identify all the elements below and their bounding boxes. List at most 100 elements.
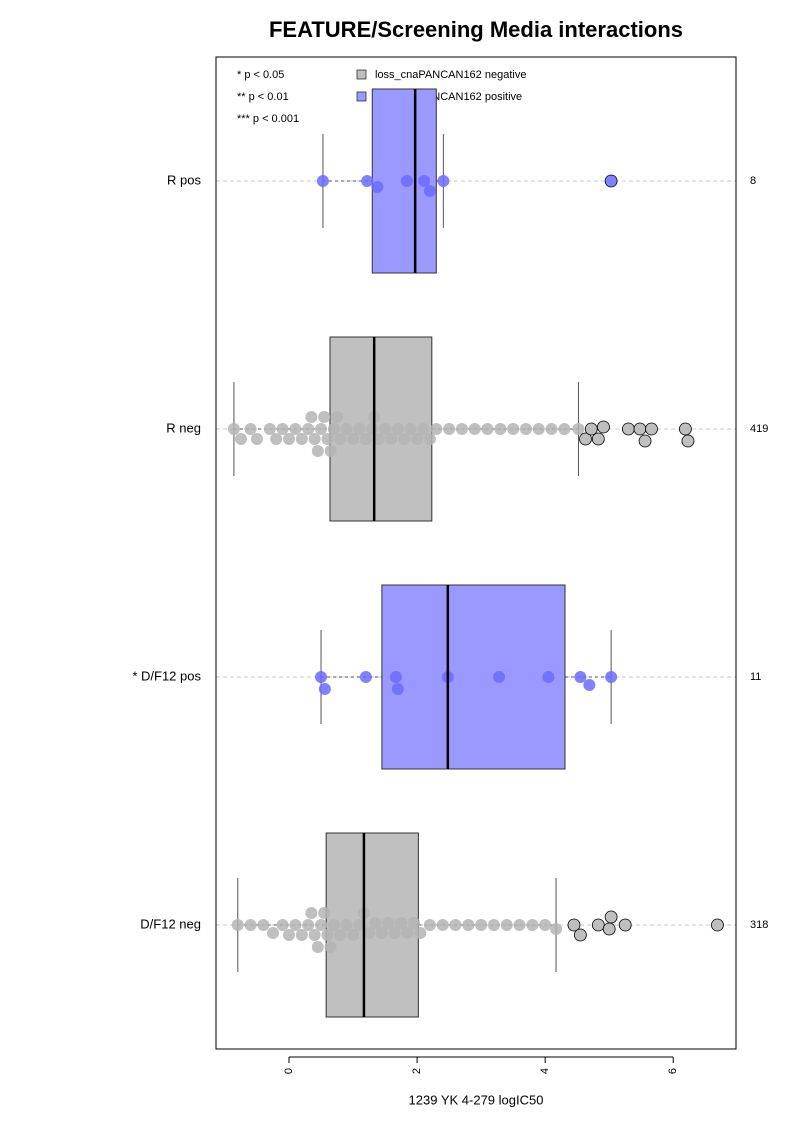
data-point	[395, 917, 408, 929]
data-point	[487, 919, 500, 931]
data-point	[369, 917, 382, 929]
data-point	[423, 919, 436, 931]
data-point	[257, 919, 270, 931]
x-axis-label: 1239 YK 4-279 logIC50	[409, 1092, 544, 1107]
data-point	[443, 423, 456, 435]
outlier-point	[618, 918, 632, 932]
data-point	[318, 683, 331, 695]
data-point	[545, 423, 558, 435]
data-point	[382, 917, 395, 929]
plot-frame	[215, 56, 737, 1050]
data-point	[401, 927, 414, 939]
data-point	[311, 445, 324, 457]
data-point	[361, 175, 374, 187]
data-point	[359, 433, 372, 445]
outlier-point	[645, 422, 658, 436]
data-point	[418, 175, 431, 187]
outlier-point	[602, 922, 616, 936]
data-point	[334, 929, 347, 941]
data-point	[295, 929, 308, 941]
data-point	[315, 919, 328, 931]
data-point	[417, 423, 430, 435]
data-point	[481, 423, 494, 435]
group-label: * D/F12 pos	[132, 668, 201, 683]
data-point	[379, 423, 392, 435]
outlier-point	[584, 422, 598, 436]
data-point	[340, 423, 353, 435]
outlier-point	[591, 918, 605, 932]
data-point	[462, 919, 475, 931]
data-point	[366, 423, 379, 435]
data-point	[276, 919, 289, 931]
legend-swatch	[356, 69, 367, 80]
data-point	[302, 919, 315, 931]
data-point	[305, 907, 318, 919]
data-point	[234, 433, 247, 445]
legend-swatch	[356, 91, 367, 102]
p-value-note: ** p < 0.01	[237, 91, 289, 103]
data-point	[494, 423, 507, 435]
data-point	[244, 919, 257, 931]
data-point	[500, 919, 513, 931]
data-point	[305, 411, 318, 423]
outlier-point	[604, 174, 618, 188]
data-point	[316, 175, 329, 187]
data-point	[475, 919, 488, 931]
outlier-point	[591, 432, 605, 446]
data-point	[574, 671, 587, 683]
data-point	[263, 423, 276, 435]
data-point	[449, 919, 462, 931]
data-point	[359, 671, 372, 683]
chart-title: FEATURE/Screening Media interactions	[269, 17, 683, 42]
x-tick-label: 0	[283, 1068, 295, 1074]
group-label: D/F12 neg	[140, 916, 201, 931]
data-point	[302, 423, 315, 435]
data-point	[572, 423, 585, 435]
data-point	[289, 423, 302, 435]
data-point	[363, 927, 376, 939]
data-point	[468, 423, 481, 435]
data-point	[385, 433, 398, 445]
data-point	[455, 423, 468, 435]
outlier-point	[681, 434, 695, 448]
data-point	[423, 433, 436, 445]
outlier-point	[622, 422, 635, 436]
data-point	[353, 919, 366, 931]
outlier-point	[573, 928, 587, 942]
data-point	[389, 671, 402, 683]
data-point	[542, 671, 555, 683]
data-point	[407, 917, 420, 929]
outlier-point	[633, 422, 647, 436]
data-point	[347, 433, 360, 445]
box	[381, 584, 566, 770]
data-point	[375, 927, 388, 939]
group-count: 419	[750, 423, 768, 435]
legend-label: loss_cnaPANCAN162 negative	[375, 69, 526, 81]
data-point	[318, 907, 331, 919]
data-point	[340, 919, 353, 931]
data-point	[430, 423, 443, 435]
data-point	[311, 941, 324, 953]
outlier-point	[679, 422, 692, 436]
data-point	[331, 411, 344, 423]
outlier-point	[638, 434, 652, 448]
data-point	[411, 433, 424, 445]
data-point	[583, 679, 596, 691]
data-point	[289, 919, 302, 931]
data-point	[334, 433, 347, 445]
outlier-point	[711, 918, 724, 932]
data-point	[227, 423, 240, 435]
data-point	[558, 423, 571, 435]
p-value-note: *** p < 0.001	[237, 113, 299, 125]
data-point	[308, 433, 321, 445]
data-point	[388, 927, 401, 939]
data-point	[324, 941, 337, 953]
data-point	[244, 423, 257, 435]
data-point	[266, 927, 279, 939]
data-point	[423, 185, 436, 197]
data-point	[250, 433, 263, 445]
data-point	[404, 423, 417, 435]
data-point	[513, 919, 526, 931]
data-point	[308, 929, 321, 941]
data-point	[437, 175, 450, 187]
